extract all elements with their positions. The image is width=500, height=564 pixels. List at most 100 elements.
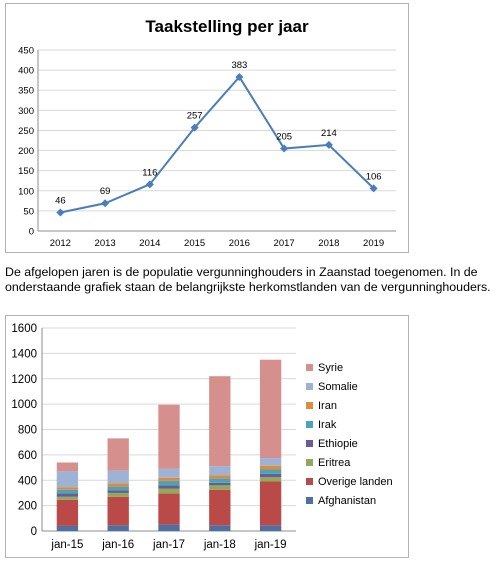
legend-swatch [306, 459, 313, 466]
paragraph-line-2: onderstaande grafiek staan de belangrijk… [5, 280, 491, 294]
y-tick-label: 1000 [11, 399, 37, 411]
y-tick-label: 1600 [11, 323, 37, 335]
intro-paragraph: De afgelopen jaren is de populatie vergu… [5, 265, 497, 295]
data-label: 205 [276, 132, 292, 143]
data-label: 383 [231, 60, 247, 71]
stacked-bar-chart-svg: 0 200 400 600 800 1000 1200 1400 1600 jan-15 jan-1… [11, 323, 393, 551]
data-point-marker [101, 199, 110, 208]
x-tick-label: 2017 [274, 238, 295, 249]
bar-segment [158, 488, 180, 494]
bar-segment [158, 404, 180, 469]
data-point-marker [280, 144, 289, 153]
legend-label: Syrie [318, 362, 343, 374]
data-label: 106 [366, 171, 382, 182]
x-tick-label: jan-16 [101, 539, 134, 551]
x-tick-label: jan-17 [152, 539, 185, 551]
bar-segment [209, 485, 231, 490]
x-tick-label: jan-15 [50, 539, 83, 551]
bar-segment [56, 525, 79, 531]
bar-segment [259, 481, 282, 526]
x-tick-label: 2018 [318, 238, 339, 249]
bar-segment [56, 496, 79, 500]
bar-segment [209, 478, 231, 483]
y-tick-label: 800 [18, 425, 37, 437]
y-tick-label: 100 [18, 186, 34, 197]
data-point-marker [145, 180, 154, 189]
data-label: 69 [100, 186, 111, 197]
bar-segment [259, 458, 282, 466]
bar-segment [158, 524, 180, 531]
y-tick-label: 350 [18, 86, 34, 97]
bar-segment [209, 482, 231, 486]
data-label: 116 [142, 167, 157, 178]
legend-swatch [306, 421, 313, 428]
x-tick-label: 2013 [95, 238, 116, 249]
y-tick-label: 400 [18, 475, 37, 487]
legend-label: Eritrea [318, 457, 351, 469]
bar-segment [259, 465, 282, 470]
bar-segment [209, 525, 231, 531]
legend-label: Overige landen [318, 476, 393, 488]
legend-label: Afghanistan [318, 495, 376, 507]
bar-segment [158, 468, 180, 478]
y-tick-label: 400 [18, 66, 34, 77]
legend-swatch [306, 478, 313, 485]
legend-label: Ethiopie [318, 438, 358, 450]
paragraph-line-1: De afgelopen jaren is de populatie vergu… [5, 265, 478, 279]
bar-segment [259, 525, 282, 531]
legend-label: Somalie [318, 381, 358, 393]
x-tick-label: jan-18 [203, 539, 236, 551]
legend-swatch [306, 383, 313, 390]
bar-segment [158, 493, 180, 525]
bar-segment [209, 475, 231, 479]
bar-segment [56, 489, 79, 494]
bar-segment [259, 473, 282, 478]
bar-segment [107, 492, 129, 497]
y-tick-label: 200 [18, 501, 37, 513]
series-line [60, 75, 375, 214]
x-tick-label: jan-19 [254, 539, 287, 551]
line-chart-svg: Taakstelling per jaar 0 50 100 150 200 250 300 3… [18, 17, 396, 249]
bar-segment [107, 470, 129, 484]
y-tick-label: 1400 [11, 348, 37, 360]
bar-segment [209, 376, 231, 467]
bar-segment [107, 525, 129, 531]
y-tick-label: 0 [31, 526, 37, 538]
stacked-bar-chart: 0 200 400 600 800 1000 1200 1400 1600 jan-15 jan-1… [5, 315, 409, 558]
x-tick-label: 2016 [229, 238, 250, 249]
bar-segment [107, 483, 129, 487]
legend-swatch [306, 402, 313, 409]
bar-segment [56, 487, 79, 490]
data-label: 214 [321, 128, 337, 139]
legend-swatch [306, 364, 313, 371]
bar-segment [56, 499, 79, 526]
line-chart: Taakstelling per jaar 0 50 100 150 200 250 300 3… [5, 3, 409, 253]
data-point-marker [324, 140, 333, 149]
bar-segment [56, 493, 79, 497]
bar-segment [259, 359, 282, 459]
bar-segment [209, 489, 231, 526]
bar-segment [56, 471, 79, 488]
data-label: 257 [187, 111, 203, 122]
bar-segment [259, 477, 282, 482]
bar-segment [158, 477, 180, 481]
bar-segment [107, 438, 129, 471]
y-tick-label: 0 [29, 227, 34, 238]
y-tick-label: 250 [18, 126, 34, 137]
data-point-marker [56, 208, 65, 217]
bar-segment [158, 480, 180, 486]
data-point-marker [369, 184, 378, 193]
data-point-marker [235, 72, 244, 81]
data-point-marker [190, 123, 199, 132]
legend-label: Irak [318, 419, 337, 431]
chart-title: Taakstelling per jaar [145, 17, 309, 36]
y-tick-label: 1200 [11, 374, 37, 386]
y-tick-label: 150 [18, 166, 34, 177]
legend-swatch [306, 497, 313, 504]
x-tick-label: 2015 [184, 238, 205, 249]
bar-segment [107, 496, 129, 526]
legend-swatch [306, 440, 313, 447]
bar-segment [259, 469, 282, 474]
legend-label: Iran [318, 400, 337, 412]
y-tick-label: 200 [18, 146, 34, 157]
